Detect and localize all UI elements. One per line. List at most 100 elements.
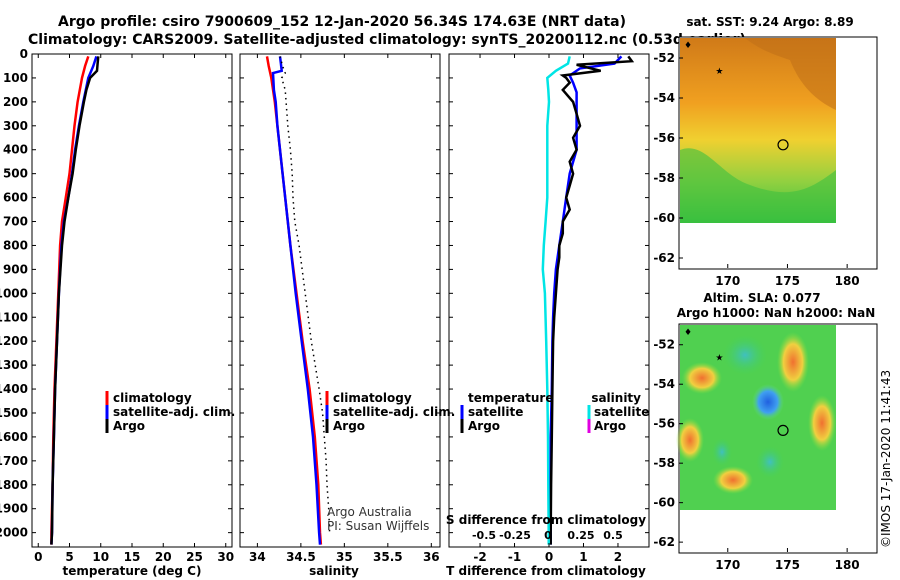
argo-position-marker — [777, 424, 789, 437]
lat-tick-label: -56 — [653, 131, 675, 145]
difference-series — [541, 55, 635, 545]
sal-legend-argo: Argo — [333, 419, 365, 433]
temperature-legend: climatology satellite-adj. clim. Argo — [105, 391, 235, 433]
sla-low-anomaly — [712, 438, 732, 466]
depth-tick-label: 800 — [3, 238, 28, 252]
s-tick: 0.5 — [603, 529, 623, 542]
difference-legend: temperature satellite Argo salinity sate… — [460, 391, 649, 433]
depth-tick-label: 500 — [3, 167, 28, 181]
x-tick-label: 35.5 — [373, 550, 403, 564]
x-tick-label: -2 — [473, 550, 486, 564]
sst-map-label: sat. SST: 9.24 Argo: 8.89 — [686, 15, 853, 29]
temperature-series — [50, 56, 100, 545]
legend-s-satellite: satellite — [594, 405, 649, 419]
sst-cool-patch — [680, 148, 836, 223]
depth-ticks: 0 100 200 300 400 500 600 700 800 900 1000 1100 1200… — [0, 47, 649, 540]
depth-tick-label: 600 — [3, 191, 28, 205]
depth-tick-label: 900 — [3, 262, 28, 276]
legend-satellite: satellite-adj. clim. — [113, 405, 235, 419]
sla-high-anomaly — [713, 466, 753, 494]
secondary-xlabel: S difference from climatology — [446, 513, 646, 527]
temperature-panel: 0 5 10 15 20 25 30 010020030040050060070080090… — [0, 47, 649, 578]
lat-tick-label: -60 — [653, 496, 675, 510]
legend-s-argo: Argo — [594, 419, 626, 433]
s-tick: 0.25 — [567, 529, 594, 542]
x-tick-label: 34.5 — [286, 550, 316, 564]
x-tick-label: 10 — [92, 550, 109, 564]
series-t-satellite — [549, 55, 623, 545]
depth-tick-label: 1800 — [0, 478, 28, 492]
depth-tick-label: 700 — [3, 215, 28, 229]
sla-high-anomaly — [808, 395, 836, 451]
credit-pi: PI: Susan Wijffels — [327, 519, 429, 533]
x-tick-label: 2 — [614, 550, 622, 564]
lon-tick-label: 170 — [715, 558, 740, 572]
lon-tick-label: 175 — [775, 558, 800, 572]
salinity-legend: climatology satellite-adj. clim. Argo — [325, 391, 455, 433]
salinity-xticks: 34 34.5 35 35.5 36 — [249, 54, 440, 564]
depth-tick-label: 200 — [3, 95, 28, 109]
lat-tick-label: -62 — [653, 251, 675, 265]
sst-warm-patch — [745, 38, 836, 110]
lon-tick-label: 180 — [835, 558, 860, 572]
lat-tick-label: -52 — [653, 51, 675, 65]
salinity-panel: 34 34.5 35 35.5 36 salinity climatology sate… — [239, 53, 455, 578]
s-diff-ticklabels: -0.5 -0.25 0 0.25 0.5 — [472, 529, 623, 542]
depth-tick-label: 300 — [3, 119, 28, 133]
lat-tick-label: -60 — [653, 211, 675, 225]
difference-xlabel: T difference from climatology — [446, 564, 646, 578]
legend-climatology: climatology — [113, 391, 192, 405]
lat-tick-label: -58 — [653, 171, 675, 185]
series-climatology — [265, 56, 323, 545]
depth-tick-label: 1100 — [0, 310, 28, 324]
title-line-1: Argo profile: csiro 7900609_152 12-Jan-2… — [58, 14, 626, 30]
x-tick-label: 35 — [336, 550, 353, 564]
lat-tick-label: -54 — [653, 377, 675, 391]
salinity-xlabel: salinity — [309, 564, 359, 578]
x-tick-label: 30 — [217, 550, 234, 564]
series-climatology — [50, 56, 90, 545]
sla-low-anomaly — [723, 335, 767, 375]
depth-tick-label: 400 — [3, 143, 28, 157]
sla-low-anomaly — [752, 384, 784, 420]
x-tick-label: 25 — [186, 550, 203, 564]
lat-tick-label: -54 — [653, 91, 675, 105]
legend-argo: Argo — [113, 419, 145, 433]
x-tick-label: 5 — [65, 550, 73, 564]
sal-legend-satellite: satellite-adj. clim. — [333, 405, 455, 419]
s-tick: 0 — [544, 529, 552, 542]
sla-map: Altim. SLA: 0.077 Argo h1000: NaN h2000:… — [653, 291, 878, 572]
sla-map-ticks: -52 -54 -56 -58 -60 -62 170 175 180 ★ ♦ — [653, 328, 859, 572]
legend-t-satellite: satellite — [468, 405, 523, 419]
s-tick: -0.25 — [499, 529, 531, 542]
series-s-satellite — [541, 56, 571, 545]
x-tick-label: 36 — [423, 550, 440, 564]
sla-high-anomaly — [676, 418, 704, 462]
sst-map: sat. SST: 9.24 Argo: 8.89 -52 -54 -56 -58 -6… — [653, 15, 878, 288]
s-tick: -0.5 — [472, 529, 496, 542]
legend-t-argo: Argo — [468, 419, 500, 433]
depth-tick-label: 1000 — [0, 286, 28, 300]
depth-tick-label: 1500 — [0, 406, 28, 420]
x-tick-label: 20 — [155, 550, 172, 564]
difference-xticks: -2 -1 0 1 2 — [473, 54, 622, 564]
temperature-axes-frame — [31, 53, 233, 548]
argo-position-marker — [777, 139, 789, 151]
x-tick-label: 0 — [34, 550, 42, 564]
depth-tick-label: 1900 — [0, 502, 28, 516]
difference-panel: -2 -1 0 1 2 T difference from climatology S … — [446, 53, 650, 578]
sal-legend-climatology: climatology — [333, 391, 412, 405]
sla-map-label: Altim. SLA: 0.077 — [703, 291, 820, 305]
depth-tick-label: 2000 — [0, 526, 28, 540]
island-star-icon: ★ — [715, 67, 723, 77]
lat-tick-label: -52 — [653, 338, 675, 352]
temperature-xticks: 0 5 10 15 20 25 30 — [34, 54, 234, 564]
lon-tick-label: 175 — [775, 274, 800, 288]
lon-tick-label: 170 — [715, 274, 740, 288]
legend-temperature-title: temperature — [468, 391, 553, 405]
salinity-axes-frame — [239, 53, 441, 548]
depth-tick-label: 100 — [3, 71, 28, 85]
sla-low-anomaly — [756, 446, 784, 478]
depth-tick-label: 0 — [20, 47, 28, 61]
